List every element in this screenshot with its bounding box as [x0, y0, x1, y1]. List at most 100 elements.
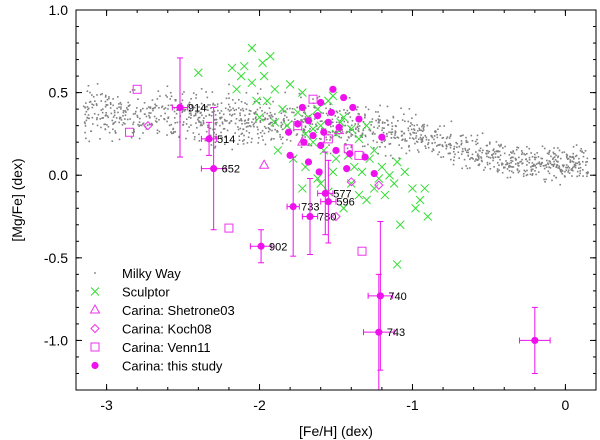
milky-way-point [464, 149, 467, 152]
milky-way-point [238, 135, 240, 138]
milky-way-point [243, 138, 245, 141]
milky-way-point [207, 104, 209, 106]
milky-way-point [304, 126, 307, 129]
milky-way-point [546, 159, 548, 162]
milky-way-point [436, 136, 439, 139]
milky-way-point [343, 120, 346, 123]
milky-way-point [334, 115, 337, 117]
milky-way-point [401, 130, 403, 133]
milky-way-point [125, 111, 127, 113]
milky-way-point [508, 162, 510, 165]
milky-way-point [388, 143, 391, 145]
milky-way-point [178, 135, 181, 138]
milky-way-point [525, 174, 528, 177]
milky-way-point [495, 150, 498, 153]
milky-way-point [569, 159, 572, 161]
milky-way-point [533, 156, 536, 159]
milky-way-point [296, 133, 299, 135]
milky-way-point [357, 123, 360, 125]
star-label: 780 [318, 212, 336, 224]
data-point [369, 184, 379, 193]
milky-way-point [271, 129, 273, 132]
milky-way-point [106, 98, 109, 101]
milky-way-point [421, 130, 424, 133]
milky-way-point [232, 107, 234, 110]
data-point [262, 96, 272, 106]
milky-way-point [364, 114, 366, 117]
milky-way-point [237, 143, 239, 145]
milky-way-point [355, 128, 357, 131]
milky-way-point [422, 124, 424, 126]
milky-way-point [219, 124, 221, 127]
milky-way-point [450, 158, 452, 161]
milky-way-point [458, 145, 461, 148]
data-point [317, 141, 325, 150]
milky-way-point [384, 146, 387, 148]
milky-way-point [558, 165, 561, 168]
milky-way-point [482, 149, 484, 152]
milky-way-point [580, 147, 582, 150]
milky-way-point [264, 111, 266, 114]
milky-way-point [486, 150, 489, 152]
milky-way-point [468, 167, 471, 169]
milky-way-point [416, 141, 419, 143]
milky-way-point [509, 176, 512, 179]
milky-way-point [545, 166, 548, 169]
milky-way-point [584, 150, 587, 152]
milky-way-point [486, 163, 489, 166]
milky-way-point [382, 131, 385, 134]
milky-way-point [201, 124, 203, 127]
milky-way-point [239, 112, 241, 115]
data-point [205, 135, 213, 143]
data-point [317, 98, 325, 107]
milky-way-point [483, 169, 485, 171]
milky-way-point [118, 121, 121, 124]
milky-way-point [565, 153, 568, 156]
milky-way-point [512, 156, 514, 159]
milky-way-point [566, 166, 568, 169]
milky-way-point [344, 112, 347, 114]
milky-way-point [262, 118, 264, 121]
milky-way-point [556, 164, 558, 166]
milky-way-point [499, 145, 501, 148]
y-tick-label: -1.0 [44, 332, 68, 348]
star-label: 596 [336, 197, 354, 209]
milky-way-point [355, 108, 358, 111]
milky-way-point [404, 120, 406, 123]
milky-way-point [384, 122, 386, 124]
milky-way-point [255, 116, 257, 118]
milky-way-point [204, 106, 206, 109]
milky-way-point [113, 109, 116, 112]
milky-way-point [126, 108, 129, 111]
milky-way-point [553, 152, 555, 155]
milky-way-point [573, 165, 576, 168]
milky-way-point [578, 161, 580, 164]
star-label: 652 [222, 164, 240, 176]
milky-way-point [379, 119, 381, 121]
milky-way-point [509, 164, 511, 167]
milky-way-point [475, 151, 477, 153]
milky-way-point [544, 164, 546, 167]
milky-way-point [281, 136, 284, 139]
milky-way-point [357, 127, 360, 130]
milky-way-point [391, 131, 394, 133]
milky-way-point [190, 124, 192, 126]
milky-way-point [247, 136, 250, 139]
milky-way-point [363, 145, 366, 148]
milky-way-point [220, 102, 223, 104]
milky-way-point [508, 154, 511, 156]
milky-way-point [481, 151, 483, 154]
milky-way-point [384, 155, 387, 157]
milky-way-point [565, 164, 568, 166]
milky-way-point [574, 162, 577, 164]
milky-way-point [459, 135, 462, 137]
milky-way-point [276, 129, 278, 132]
milky-way-point [87, 84, 90, 87]
milky-way-point [402, 138, 404, 141]
milky-way-point [139, 109, 142, 111]
milky-way-point [544, 180, 546, 183]
milky-way-point [481, 132, 484, 135]
milky-way-point [309, 128, 311, 130]
milky-way-point [185, 118, 188, 121]
